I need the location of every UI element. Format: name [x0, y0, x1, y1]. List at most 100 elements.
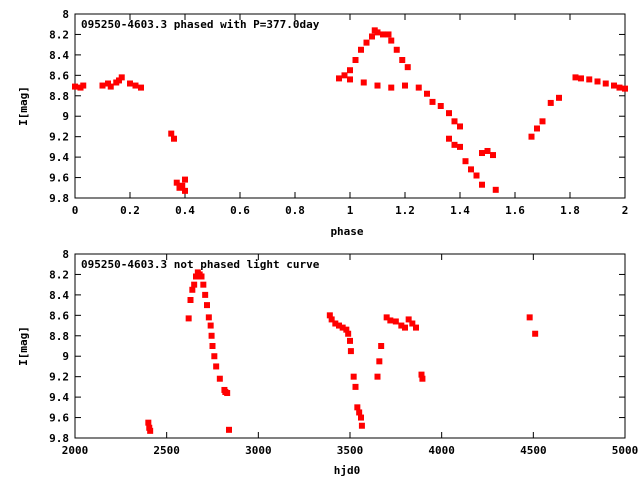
data-point [539, 118, 546, 125]
data-point [354, 404, 361, 411]
data-point [418, 371, 425, 378]
chart-title: 095250-4603.3 phased with P=377.0day [81, 18, 320, 31]
y-tick-label: 8.2 [49, 268, 69, 281]
data-point [347, 67, 353, 74]
y-tick-label: 8.8 [49, 330, 69, 343]
data-point [207, 322, 214, 329]
data-point [187, 297, 194, 303]
x-tick-label: 0.4 [175, 204, 195, 217]
data-point [437, 103, 444, 109]
data-point [200, 281, 207, 288]
data-point [99, 82, 106, 89]
data-point [356, 409, 363, 416]
data-point [404, 64, 411, 71]
data-point [392, 318, 399, 325]
data-point [363, 39, 370, 46]
data-point [173, 179, 180, 186]
unphased-light-curve-panel: 095250-4603.3 not phased light curve hjd… [17, 248, 638, 477]
data-point [343, 326, 350, 333]
data-point [415, 84, 422, 91]
data-point [532, 330, 539, 337]
plot-frame [74, 253, 626, 439]
data-point [347, 76, 353, 83]
y-tick-label: 8.4 [49, 49, 69, 62]
y-tick-label: 9.2 [49, 371, 69, 384]
data-point [191, 281, 198, 288]
data-point [360, 79, 367, 86]
x-tick-label: 3000 [245, 444, 272, 457]
data-point [484, 147, 491, 154]
data-point [393, 46, 400, 53]
data-point [347, 348, 354, 355]
data-point [358, 414, 364, 421]
data-point [388, 37, 395, 44]
data-point [376, 358, 383, 365]
data-point [138, 84, 144, 91]
data-point [385, 31, 392, 38]
data-point [345, 330, 352, 337]
data-point [132, 82, 139, 89]
data-point [211, 353, 218, 360]
data-point [409, 320, 416, 327]
data-point [358, 422, 365, 429]
data-point [473, 172, 480, 179]
data-point [429, 98, 436, 105]
data-point [216, 375, 223, 382]
data-point [578, 75, 584, 82]
data-point [352, 383, 359, 390]
data-point [179, 182, 186, 189]
data-point [479, 150, 485, 157]
x-tick-label: 2500 [153, 444, 180, 457]
data-point [594, 78, 601, 85]
x-tick-label: 5000 [612, 444, 639, 457]
data-point [202, 291, 209, 298]
data-point [208, 332, 215, 339]
data-point [369, 33, 375, 40]
chart-title: 095250-4603.3 not phased light curve [81, 258, 320, 271]
data-point [374, 82, 381, 89]
data-point [526, 314, 533, 321]
data-point [378, 343, 385, 349]
data-point [185, 315, 192, 322]
x-tick-label: 0 [72, 204, 79, 217]
tick-group: 2000 2500 3000 3500 4000 4500 5000 8 8.2 8.4 8.6 8.… [49, 248, 638, 457]
data-point [451, 141, 458, 148]
points-group [72, 27, 628, 194]
data-point [209, 343, 216, 349]
data-point [419, 375, 426, 382]
data-point [80, 82, 87, 89]
data-point [572, 74, 579, 81]
x-axis-label: hjd0 [334, 464, 361, 477]
x-tick-label: 3500 [337, 444, 364, 457]
x-tick-label: 1.6 [505, 204, 525, 217]
y-tick-label: 9.8 [49, 432, 69, 445]
data-point [398, 322, 405, 329]
data-point [198, 273, 205, 280]
data-point [336, 75, 342, 82]
x-tick-label: 1.2 [395, 204, 415, 217]
x-axis-label: phase [330, 225, 363, 238]
data-point [332, 320, 339, 327]
data-point [479, 181, 485, 188]
y-tick-label: 9.4 [49, 391, 69, 404]
data-point [147, 427, 154, 434]
data-point [383, 314, 390, 321]
x-tick-label: 1 [347, 204, 354, 217]
y-tick-label: 9.2 [49, 131, 69, 144]
data-point [339, 324, 346, 331]
x-tick-label: 0.2 [120, 204, 140, 217]
data-point [107, 83, 114, 90]
data-point [586, 76, 593, 83]
y-axis-label: I[mag] [17, 86, 30, 126]
data-point [182, 187, 188, 194]
data-point [326, 312, 333, 319]
y-tick-label: 8.6 [49, 69, 69, 82]
x-tick-label: 0.8 [285, 204, 305, 217]
data-point [145, 419, 152, 426]
data-point [352, 57, 359, 63]
data-point [193, 273, 199, 280]
y-tick-label: 9.6 [49, 172, 69, 185]
data-point [116, 77, 122, 84]
data-point [374, 29, 381, 36]
